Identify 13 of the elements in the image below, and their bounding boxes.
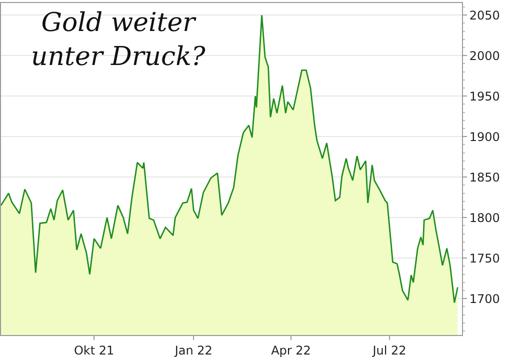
- y-tick-label: 2000: [469, 48, 500, 63]
- y-tick-label: 1850: [469, 170, 500, 184]
- y-tick-label: 2050: [469, 8, 500, 22]
- y-tick-label: 1750: [469, 251, 500, 266]
- x-tick-label: Jul 22: [372, 343, 406, 357]
- x-tick-label: Okt 21: [74, 343, 114, 357]
- x-tick-label: Jan 22: [174, 343, 212, 357]
- y-tick-label: 1950: [469, 89, 500, 104]
- y-tick-label: 1700: [469, 292, 500, 306]
- y-tick-label: 1900: [469, 130, 500, 144]
- x-tick-label: Apr 22: [271, 343, 311, 357]
- y-tick-label: 1800: [469, 210, 500, 225]
- text: Gold weiter unter Druck?: [31, 8, 206, 72]
